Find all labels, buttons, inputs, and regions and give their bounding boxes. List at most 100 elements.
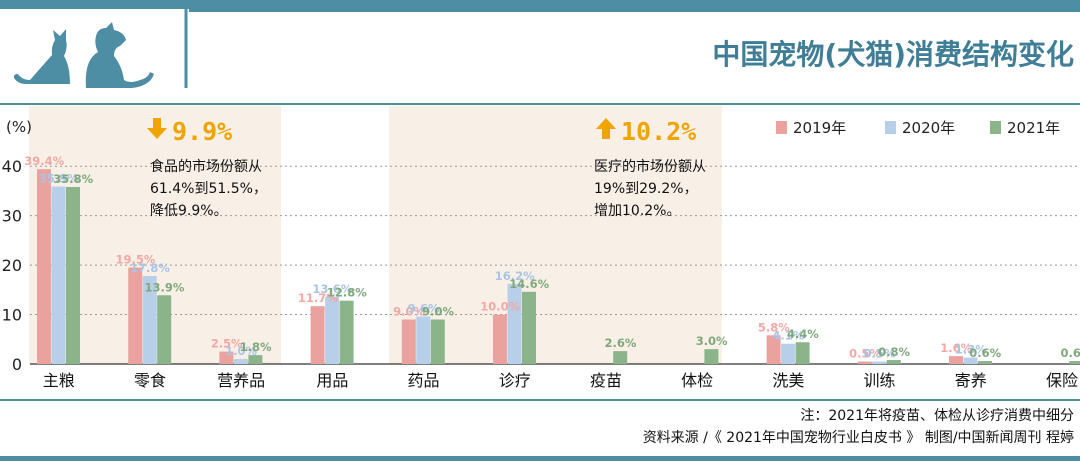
data-label: 1.3% (955, 343, 987, 357)
data-label: 2.6% (604, 336, 636, 350)
data-label: 17.8% (130, 261, 170, 275)
bar (795, 342, 810, 364)
y-tick-label: 10 (2, 306, 22, 325)
data-label: 4.4% (787, 327, 819, 341)
annotation-medical-line-2: 19%到29.2%， (594, 181, 698, 197)
category-label: 疫苗 (590, 371, 622, 390)
bar (142, 275, 157, 364)
bar (339, 300, 354, 364)
data-label: 0.6% (969, 346, 1001, 360)
data-label: 16.2% (495, 269, 535, 283)
bar (325, 296, 340, 364)
footer-note: 注：2021年将疫苗、体检从诊疗消费中细分 (800, 408, 1074, 424)
data-label: 5.8% (758, 320, 790, 334)
bar (522, 291, 536, 364)
bar (613, 351, 628, 364)
bar (310, 306, 325, 364)
category-label: 主粮 (43, 371, 75, 390)
data-label: 9.0% (422, 305, 454, 319)
data-label: 39.4% (24, 154, 64, 168)
bar (493, 314, 507, 364)
cat-dog-silhouette-icon (13, 22, 154, 88)
bar (963, 357, 978, 364)
data-label: 3.0% (696, 334, 728, 348)
y-tick-label: 40 (2, 157, 22, 176)
data-label: 10.0% (480, 300, 520, 314)
category-label: 营养品 (217, 371, 265, 390)
category-label: 寄养 (955, 371, 987, 390)
y-tick-label: 30 (2, 207, 22, 226)
data-label: 0.5% (864, 347, 896, 361)
annotation-medical-line-3: 增加10.2%。 (594, 203, 680, 219)
bar (886, 360, 901, 364)
annotation-food-headline: 9.9% (172, 117, 232, 146)
legend-label: 2020年 (902, 119, 955, 137)
annotation-food-line-2: 61.4%到51.5%， (150, 181, 267, 197)
legend-label: 2019年 (793, 119, 846, 137)
data-label: 9.0% (393, 305, 425, 319)
y-axis: 0 10 20 30 40 (2, 157, 1080, 374)
annotation-food: 9.9% 食品的市场份额从 61.4%到51.5%， 降低9.9%。 (147, 117, 267, 219)
chart-title: 中国宠物(犬猫)消费结构变化 (712, 38, 1074, 71)
data-label: 12.8% (327, 286, 367, 300)
legend-swatch (885, 121, 896, 134)
header-right-bar (189, 9, 1080, 12)
bar (248, 355, 263, 364)
category-label: 诊疗 (499, 371, 531, 390)
y-tick-label: 0 (12, 355, 22, 374)
bar (704, 349, 719, 364)
bars-layer (37, 169, 1080, 364)
bar (857, 361, 872, 364)
data-label: 1.0% (225, 344, 257, 358)
annotation-food-line-3: 降低9.9%。 (150, 203, 228, 219)
bar (401, 319, 416, 364)
category-label: 训练 (864, 371, 896, 390)
category-label: 用品 (316, 371, 348, 390)
up-arrow-icon (596, 118, 616, 139)
legend-swatch (776, 121, 787, 134)
data-label: 1.6% (940, 341, 972, 355)
bar (219, 351, 234, 364)
bar (128, 267, 143, 364)
category-label: 药品 (408, 371, 440, 390)
down-arrow-icon (147, 118, 167, 139)
bar (1069, 361, 1080, 364)
bar (37, 169, 51, 364)
data-label: 35.9% (39, 171, 79, 185)
data-label: 0.8% (878, 345, 910, 359)
bar (66, 186, 80, 364)
legend-label: 2021年 (1007, 119, 1060, 137)
data-label: 13.6% (312, 282, 352, 296)
bar (781, 343, 796, 364)
annotation-medical-line-1: 医疗的市场份额从 (594, 158, 706, 175)
bar (507, 283, 522, 364)
annotation-medical-headline: 10.2% (621, 117, 696, 146)
legend-swatch (990, 121, 1001, 134)
header-top-bar (0, 0, 1080, 9)
data-label: 14.6% (509, 277, 549, 291)
bar (51, 186, 66, 364)
footer-source: 资料来源 /《 2021年中国宠物行业白皮书 》 制图/中国新闻周刊 程婷 (643, 430, 1074, 446)
value-labels-layer: 39.4%35.9%35.8%19.5%17.8%13.9%2.5%1.0%1.… (24, 154, 1080, 360)
category-label: 保险 (1046, 371, 1078, 390)
annotation-medical: 10.2% 医疗的市场份额从 19%到29.2%， 增加10.2%。 (594, 117, 706, 219)
category-label: 体检 (681, 371, 713, 390)
legend: 2019年 2020年 2021年 (776, 119, 1060, 137)
data-label: 2.5% (211, 337, 243, 351)
bar (872, 361, 887, 364)
data-label: 4.1% (772, 329, 804, 343)
bar (157, 295, 172, 364)
bar (949, 356, 963, 364)
data-label: 13.9% (144, 280, 184, 294)
data-label: 1.8% (240, 340, 272, 354)
bar (233, 359, 248, 364)
bar (430, 319, 445, 364)
y-tick-label: 20 (2, 256, 22, 275)
category-label: 零食 (134, 371, 166, 390)
data-label: 9.6% (408, 302, 440, 316)
data-label: 19.5% (115, 253, 155, 267)
bar (766, 335, 781, 364)
bar (978, 361, 992, 364)
y-axis-unit: (%) (6, 118, 32, 136)
